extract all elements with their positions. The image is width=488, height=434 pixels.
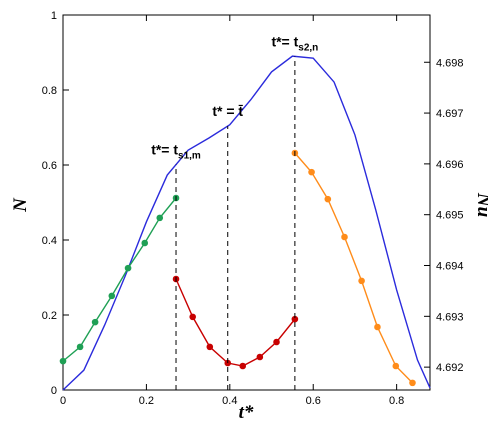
- series-line: [175, 278, 296, 367]
- annotation-sub: s2,n: [298, 42, 318, 53]
- annotation: t* = t̄: [212, 103, 243, 119]
- y-tick-label: 0.4: [42, 235, 57, 247]
- y-tick-label: 0.6: [42, 160, 57, 172]
- marker: [91, 318, 99, 326]
- marker: [239, 362, 247, 370]
- x-tick-label: 0: [60, 395, 66, 407]
- y2-tick-label: 4.696: [436, 159, 464, 171]
- marker: [409, 379, 416, 387]
- series-line: [62, 197, 177, 362]
- annotation: t*= ts1,m: [151, 142, 201, 162]
- y-axis-label: N: [10, 197, 31, 213]
- x-tick-label: 0.2: [139, 395, 154, 407]
- marker: [156, 214, 164, 222]
- y2-tick-label: 4.693: [436, 311, 464, 323]
- x-tick-label: 0.4: [222, 395, 237, 407]
- y2-tick-label: 4.692: [436, 362, 464, 374]
- annotation-text: t*= t: [271, 33, 298, 49]
- marker: [124, 264, 132, 272]
- annotation: t*= ts2,n: [271, 33, 318, 53]
- x-tick-label: 0.6: [306, 395, 321, 407]
- marker: [341, 233, 348, 241]
- series-line: [62, 55, 431, 391]
- marker: [141, 239, 149, 247]
- marker: [358, 277, 365, 285]
- marker: [374, 323, 381, 331]
- marker: [392, 362, 400, 370]
- marker: [76, 343, 84, 351]
- x-tick-label: 0.8: [389, 395, 404, 407]
- y2-tick-label: 4.698: [436, 57, 464, 69]
- y2-tick-label: 4.694: [436, 261, 464, 273]
- marker: [256, 353, 264, 361]
- y-tick-label: 0.2: [42, 310, 57, 322]
- annotation-text: t* = t̄: [212, 103, 243, 119]
- y-tick-label: 0: [51, 385, 57, 397]
- y-tick-label: 1: [51, 10, 57, 22]
- marker: [108, 292, 116, 300]
- plot-frame: [62, 14, 431, 391]
- marker: [59, 357, 67, 365]
- series-line: [294, 152, 413, 384]
- y2-tick-label: 4.695: [436, 210, 464, 222]
- marker: [273, 338, 280, 346]
- marker: [206, 343, 214, 351]
- marker: [308, 168, 315, 176]
- marker: [324, 195, 332, 203]
- annotation-sub: s1,m: [178, 151, 201, 162]
- y-tick-label: 0.8: [42, 85, 57, 97]
- y2-axis-label: Nu: [473, 192, 488, 217]
- y2-tick-label: 4.697: [436, 108, 464, 120]
- marker: [291, 315, 299, 323]
- marker: [189, 313, 197, 321]
- annotation-text: t*= t: [151, 142, 178, 158]
- x-axis-label: t*: [239, 402, 254, 423]
